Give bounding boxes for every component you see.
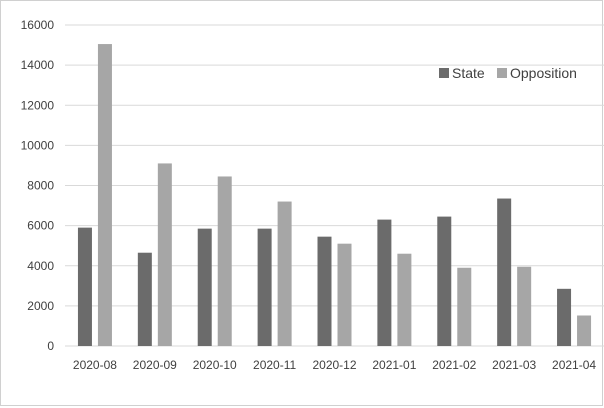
bar-opposition bbox=[97, 44, 112, 346]
bars bbox=[77, 44, 592, 346]
bar-state bbox=[137, 252, 152, 346]
y-tick-label: 0 bbox=[47, 339, 54, 353]
y-tick-label: 12000 bbox=[21, 98, 55, 112]
bar-opposition bbox=[397, 253, 412, 346]
bar-opposition bbox=[217, 176, 232, 346]
bar-opposition bbox=[277, 201, 292, 346]
legend-swatch-state bbox=[439, 68, 449, 78]
x-axis: 2020-08 2020-09 2020-10 2020-11 2020-12 2021-… bbox=[73, 358, 596, 372]
legend: State Opposition bbox=[439, 65, 577, 81]
x-tick-label: 2021-03 bbox=[492, 358, 536, 372]
bar-state bbox=[257, 228, 272, 346]
bar-opposition bbox=[457, 267, 472, 346]
x-tick-label: 2020-10 bbox=[193, 358, 237, 372]
y-tick-label: 14000 bbox=[21, 58, 55, 72]
y-tick-label: 4000 bbox=[27, 259, 54, 273]
legend-label-opposition: Opposition bbox=[510, 65, 577, 81]
bar-state bbox=[497, 198, 512, 346]
bar-state bbox=[317, 236, 332, 346]
bar-opposition bbox=[577, 315, 592, 346]
y-tick-label: 2000 bbox=[27, 299, 54, 313]
y-axis: 0 2000 4000 6000 8000 10000 12000 14000 16000 bbox=[21, 18, 55, 353]
legend-label-state: State bbox=[452, 65, 485, 81]
bar-state bbox=[437, 216, 452, 346]
bar-state bbox=[197, 228, 212, 346]
x-tick-label: 2021-04 bbox=[552, 358, 596, 372]
bar-opposition bbox=[337, 243, 352, 346]
x-tick-label: 2021-01 bbox=[372, 358, 416, 372]
gridlines bbox=[65, 24, 604, 347]
y-tick-label: 16000 bbox=[21, 18, 55, 32]
bar-state bbox=[557, 288, 572, 346]
legend-swatch-opposition bbox=[497, 68, 507, 78]
x-tick-label: 2020-12 bbox=[312, 358, 356, 372]
bar-state bbox=[377, 219, 392, 346]
x-tick-label: 2020-09 bbox=[133, 358, 177, 372]
x-tick-label: 2021-02 bbox=[432, 358, 476, 372]
y-tick-label: 8000 bbox=[27, 179, 54, 193]
bar-state bbox=[77, 227, 92, 346]
bar-opposition bbox=[157, 163, 172, 346]
bar-opposition bbox=[517, 266, 532, 346]
x-tick-label: 2020-11 bbox=[253, 358, 296, 372]
y-tick-label: 10000 bbox=[21, 138, 55, 152]
y-tick-label: 6000 bbox=[27, 219, 54, 233]
x-tick-label: 2020-08 bbox=[73, 358, 117, 372]
